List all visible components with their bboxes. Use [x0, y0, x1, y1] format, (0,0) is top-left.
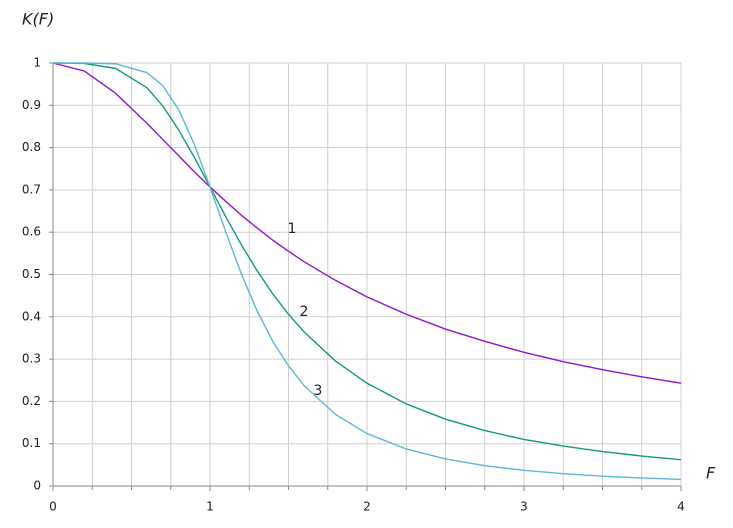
series-line: [53, 62, 682, 481]
x-tick-label: 2: [363, 500, 371, 514]
y-tick-label: 0.9: [22, 98, 41, 112]
y-tick-label: 0.7: [22, 182, 41, 196]
series-line: [52, 62, 682, 461]
x-axis-label: F: [706, 464, 716, 483]
x-tick-label: 4: [677, 500, 685, 514]
y-tick-label: 0: [33, 479, 41, 493]
y-tick-label: 0.1: [22, 436, 41, 450]
y-tick-label: 0.6: [22, 225, 41, 239]
series-label: 1: [288, 221, 297, 237]
y-tick-label: 0.3: [22, 352, 41, 366]
y-axis-label: K(F): [22, 10, 54, 29]
y-tick-label: 0.4: [22, 309, 41, 323]
y-tick-label: 1: [33, 56, 41, 70]
y-tick-label: 0.2: [22, 394, 41, 408]
series-label: 3: [314, 383, 323, 399]
x-tick-label: 3: [520, 500, 528, 514]
series-line: [52, 62, 682, 384]
x-tick-label: 1: [206, 500, 214, 514]
y-tick-label: 0.8: [22, 140, 41, 154]
y-tick-label: 0.5: [22, 267, 41, 281]
series-label: 2: [300, 304, 309, 320]
x-tick-label: 0: [49, 500, 57, 514]
